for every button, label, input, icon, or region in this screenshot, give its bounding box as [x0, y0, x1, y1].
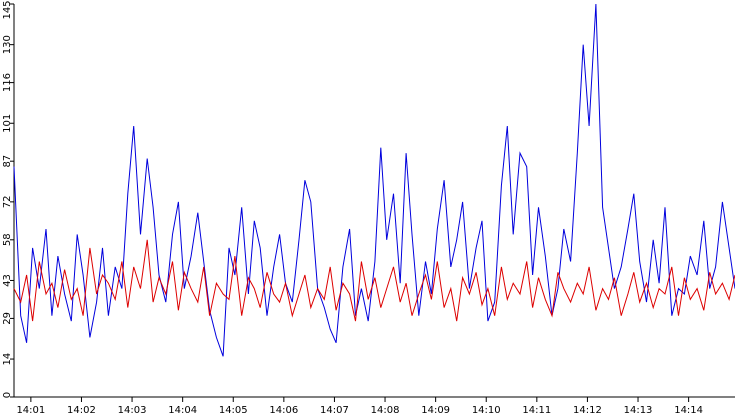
y-axis-ticks: 0 14 29 43 58 72 87 101 116 130 145	[2, 0, 14, 398]
series-line-2	[13, 239, 735, 322]
x-tick-label: 14:02	[67, 405, 96, 415]
x-tick-label: 14:01	[16, 405, 45, 415]
x-tick-label: 14:10	[472, 405, 501, 415]
y-tick-label: 43	[2, 274, 13, 287]
x-tick-label: 14:03	[118, 405, 147, 415]
y-tick-label: 87	[2, 155, 13, 168]
axes	[13, 4, 735, 398]
x-tick-label: 14:08	[371, 405, 400, 415]
x-tick-label: 14:06	[269, 405, 298, 415]
y-tick-label: 72	[2, 196, 13, 209]
y-tick-label: 116	[2, 73, 13, 92]
y-tick-label: 130	[2, 35, 13, 54]
y-tick-label: 101	[2, 114, 13, 133]
x-tick-label: 14:05	[219, 405, 248, 415]
series-layer	[13, 3, 735, 357]
x-tick-label: 14:13	[624, 405, 653, 415]
y-tick-label: 0	[2, 392, 13, 398]
x-tick-label: 14:12	[573, 405, 602, 415]
x-tick-label: 14:07	[320, 405, 349, 415]
y-tick-label: 145	[2, 0, 13, 19]
series-line-1	[13, 3, 735, 357]
y-tick-label: 14	[2, 353, 13, 366]
x-tick-label: 14:09	[421, 405, 450, 415]
x-tick-label: 14:11	[522, 405, 551, 415]
x-tick-label: 14:14	[674, 405, 703, 415]
y-tick-label: 58	[2, 233, 13, 246]
x-axis-ticks: 14:01 14:02 14:03 14:04 14:05 14:06 14:07 14:08…	[16, 397, 703, 415]
x-tick-label: 14:04	[168, 405, 197, 415]
y-tick-label: 29	[2, 312, 13, 325]
